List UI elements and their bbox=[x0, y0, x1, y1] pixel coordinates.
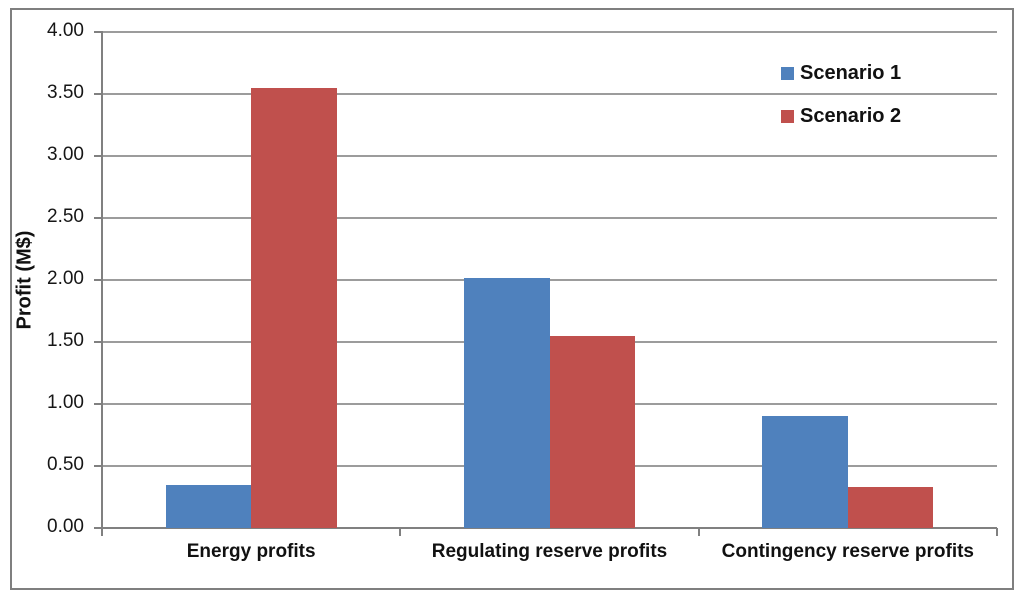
y-axis-tick-label: 0.00 bbox=[47, 515, 84, 537]
gridline bbox=[102, 155, 997, 157]
y-axis-tick bbox=[94, 217, 103, 219]
bar bbox=[847, 487, 934, 528]
x-axis-line bbox=[102, 527, 997, 529]
gridline bbox=[102, 93, 997, 95]
legend-label: Scenario 2 bbox=[800, 105, 902, 127]
y-axis-tick-label: 2.00 bbox=[47, 267, 84, 289]
legend-swatch-icon bbox=[781, 109, 794, 123]
y-axis-tick-label: 3.00 bbox=[47, 143, 84, 165]
y-axis-tick bbox=[94, 465, 103, 467]
gridline bbox=[102, 31, 997, 33]
y-axis-tick bbox=[94, 279, 103, 281]
y-axis-tick bbox=[94, 527, 103, 529]
x-axis-category-label: Energy profits bbox=[186, 541, 316, 562]
legend-item: Scenario 2 bbox=[781, 106, 901, 126]
bar bbox=[464, 277, 550, 528]
bar bbox=[762, 416, 848, 528]
y-axis-tick-label: 0.50 bbox=[47, 453, 84, 475]
y-axis-tick-label: 4.00 bbox=[47, 19, 84, 41]
bar bbox=[251, 87, 337, 528]
x-axis-tick bbox=[697, 528, 700, 536]
y-axis-title: Profit (M$) bbox=[13, 230, 36, 330]
y-axis-tick-label: 1.00 bbox=[47, 391, 84, 413]
y-axis-tick-label: 1.50 bbox=[47, 329, 84, 351]
x-axis-tick bbox=[399, 528, 402, 536]
y-axis-tick bbox=[94, 93, 103, 95]
legend-label: Scenario 1 bbox=[800, 62, 902, 84]
x-axis-tick bbox=[996, 528, 998, 536]
bar bbox=[165, 484, 252, 528]
bar bbox=[549, 335, 635, 528]
x-axis-category-label: Contingency reserve profits bbox=[721, 541, 974, 562]
gridline bbox=[102, 279, 997, 281]
y-axis-tick bbox=[94, 155, 103, 157]
legend-swatch-icon bbox=[781, 66, 794, 80]
y-axis-tick-label: 2.50 bbox=[47, 205, 84, 227]
x-axis-tick bbox=[101, 528, 103, 536]
y-axis-tick bbox=[94, 403, 103, 405]
y-axis-tick-label: 3.50 bbox=[47, 81, 84, 103]
legend-item: Scenario 1 bbox=[781, 63, 901, 83]
y-axis-tick bbox=[94, 341, 103, 343]
y-axis-line bbox=[101, 32, 103, 529]
y-axis-tick bbox=[94, 31, 103, 33]
gridline bbox=[102, 217, 997, 219]
x-axis-category-label: Regulating reserve profits bbox=[431, 541, 668, 562]
